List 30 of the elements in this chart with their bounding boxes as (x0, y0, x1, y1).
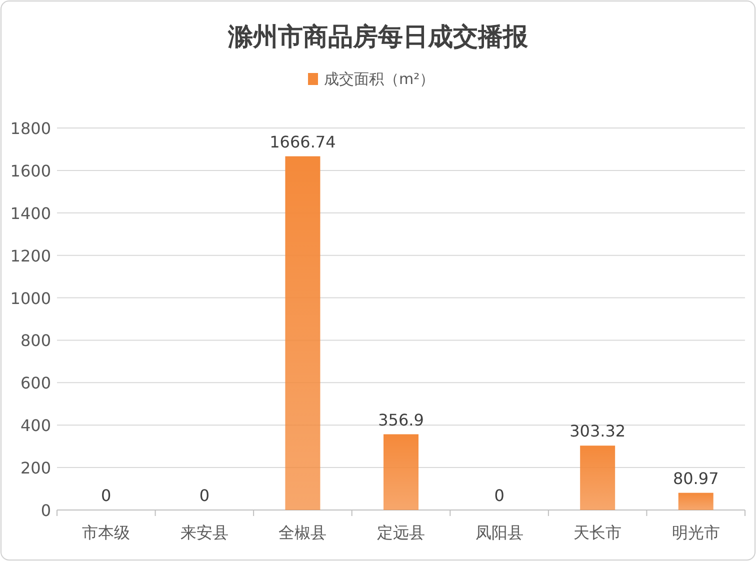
y-tick-label: 400 (20, 416, 51, 436)
data-label: 0 (494, 486, 504, 505)
x-tick-label: 明光市 (672, 523, 720, 542)
bar (384, 434, 418, 510)
data-label: 303.32 (570, 422, 626, 441)
x-tick-label: 来安县 (180, 523, 228, 542)
y-tick-label: 0 (40, 501, 51, 520)
y-tick-label: 1600 (10, 161, 51, 180)
x-tick-label: 天长市 (574, 523, 622, 542)
legend-label: 成交面积（m²） (324, 70, 435, 88)
y-tick-label: 1800 (10, 119, 51, 138)
chart-title: 滁州市商品房每日成交播报 (227, 22, 529, 51)
y-tick-label: 800 (20, 331, 51, 350)
x-tick-label: 市本级 (82, 523, 130, 542)
y-tick-label: 200 (20, 458, 51, 478)
x-tick-label: 全椒县 (278, 523, 327, 542)
y-tick-label: 1200 (10, 246, 51, 266)
x-tick-label: 定远县 (377, 523, 425, 542)
bar (580, 446, 616, 510)
data-label: 356.9 (378, 410, 424, 430)
data-label: 0 (101, 486, 112, 505)
y-tick-label: 600 (20, 374, 51, 393)
bar (285, 156, 320, 510)
data-label: 0 (199, 486, 210, 505)
x-tick-label: 凤阳县 (475, 523, 524, 542)
bar (678, 492, 714, 510)
data-label: 1666.74 (270, 132, 336, 152)
y-tick-label: 1000 (10, 288, 51, 308)
y-tick-label: 1400 (10, 204, 51, 223)
data-label: 80.97 (672, 468, 719, 488)
